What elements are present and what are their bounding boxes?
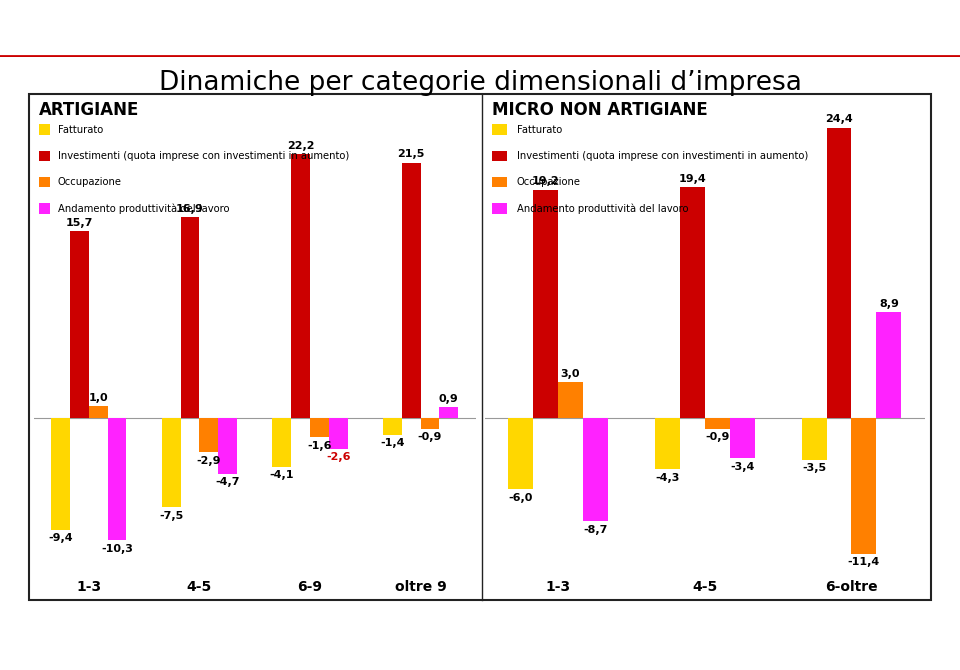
Bar — [51, 418, 70, 530]
Text: Investimenti (quota imprese con investimenti in aumento): Investimenti (quota imprese con investim… — [516, 151, 808, 161]
Text: 22,2: 22,2 — [287, 141, 314, 151]
Bar — [508, 418, 533, 489]
Bar — [852, 418, 876, 553]
Text: 24,4: 24,4 — [826, 115, 852, 125]
Text: 8,9: 8,9 — [879, 299, 899, 309]
Text: 3,0: 3,0 — [561, 369, 580, 379]
Text: Fatturato: Fatturato — [516, 125, 562, 135]
Bar — [558, 383, 583, 418]
Bar — [70, 231, 89, 418]
Text: -7,5: -7,5 — [159, 511, 183, 521]
FancyBboxPatch shape — [492, 203, 507, 214]
Bar — [730, 418, 755, 458]
Bar — [310, 418, 328, 437]
Text: 6-9: 6-9 — [298, 580, 323, 594]
Text: 6-oltre: 6-oltre — [826, 580, 877, 594]
Text: Investimenti (quota imprese con investimenti in aumento): Investimenti (quota imprese con investim… — [58, 151, 349, 161]
Bar — [583, 418, 608, 521]
Text: Occupazione: Occupazione — [58, 177, 122, 187]
Text: -0,9: -0,9 — [705, 432, 730, 442]
FancyBboxPatch shape — [492, 151, 507, 161]
Text: 4-5: 4-5 — [187, 580, 212, 594]
Text: -9,4: -9,4 — [48, 533, 73, 543]
Bar — [655, 418, 680, 469]
Text: -2,9: -2,9 — [197, 456, 221, 466]
Text: -8,7: -8,7 — [583, 525, 608, 535]
Text: -3,5: -3,5 — [802, 463, 827, 473]
Text: 1-3: 1-3 — [76, 580, 102, 594]
FancyBboxPatch shape — [39, 177, 50, 188]
FancyBboxPatch shape — [492, 177, 507, 188]
FancyBboxPatch shape — [39, 203, 50, 214]
Text: Occupazione: Occupazione — [516, 177, 581, 187]
Bar — [218, 418, 237, 474]
Text: 1,0: 1,0 — [88, 393, 108, 403]
Bar — [383, 418, 401, 435]
Text: MICRO NON ARTIGIANE: MICRO NON ARTIGIANE — [492, 100, 708, 119]
FancyBboxPatch shape — [39, 151, 50, 161]
Bar — [705, 418, 730, 429]
Text: Andamento produttività del lavoro: Andamento produttività del lavoro — [516, 203, 688, 214]
Bar — [162, 418, 180, 507]
Text: -1,4: -1,4 — [380, 438, 404, 448]
Text: 0,9: 0,9 — [439, 394, 459, 404]
Text: ☉sservatorio regionale toscano sull’Artigianato: ☉sservatorio regionale toscano sull’Arti… — [266, 629, 694, 647]
Text: -4,7: -4,7 — [215, 478, 240, 488]
Bar — [273, 418, 291, 467]
Bar — [89, 406, 108, 418]
Text: 4-5: 4-5 — [692, 580, 717, 594]
Bar — [401, 163, 420, 418]
Text: oltre 9: oltre 9 — [395, 580, 446, 594]
Bar — [680, 188, 705, 418]
Text: Dinamiche per categorie dimensionali d’impresa: Dinamiche per categorie dimensionali d’i… — [158, 70, 802, 96]
Bar — [108, 418, 127, 541]
Text: -4,3: -4,3 — [655, 473, 680, 482]
FancyBboxPatch shape — [492, 125, 507, 135]
Bar — [876, 312, 901, 418]
Bar — [180, 217, 200, 418]
Bar — [533, 190, 558, 418]
Text: 16,9: 16,9 — [176, 204, 204, 214]
Text: Fatturato: Fatturato — [58, 125, 103, 135]
Text: -0,9: -0,9 — [418, 432, 443, 442]
Text: -11,4: -11,4 — [848, 557, 880, 567]
Text: 19,4: 19,4 — [679, 174, 707, 184]
Text: -6,0: -6,0 — [508, 493, 533, 503]
Text: -2,6: -2,6 — [325, 452, 350, 462]
Bar — [328, 418, 348, 449]
Bar — [827, 128, 852, 418]
Text: -3,4: -3,4 — [730, 462, 755, 472]
Text: -10,3: -10,3 — [101, 544, 133, 554]
Text: ARTIGIANE: ARTIGIANE — [39, 100, 139, 119]
Text: 21,5: 21,5 — [397, 149, 424, 159]
Text: -4,1: -4,1 — [270, 470, 294, 480]
Text: -1,6: -1,6 — [307, 441, 331, 451]
Bar — [291, 154, 310, 418]
Bar — [420, 418, 440, 429]
Text: Andamento produttività del lavoro: Andamento produttività del lavoro — [58, 203, 229, 214]
Text: 1-3: 1-3 — [545, 580, 570, 594]
FancyBboxPatch shape — [39, 125, 50, 135]
Bar — [802, 418, 827, 460]
Text: 15,7: 15,7 — [66, 218, 93, 228]
Text: 19,2: 19,2 — [532, 176, 560, 186]
Bar — [200, 418, 218, 452]
Bar — [440, 407, 458, 418]
